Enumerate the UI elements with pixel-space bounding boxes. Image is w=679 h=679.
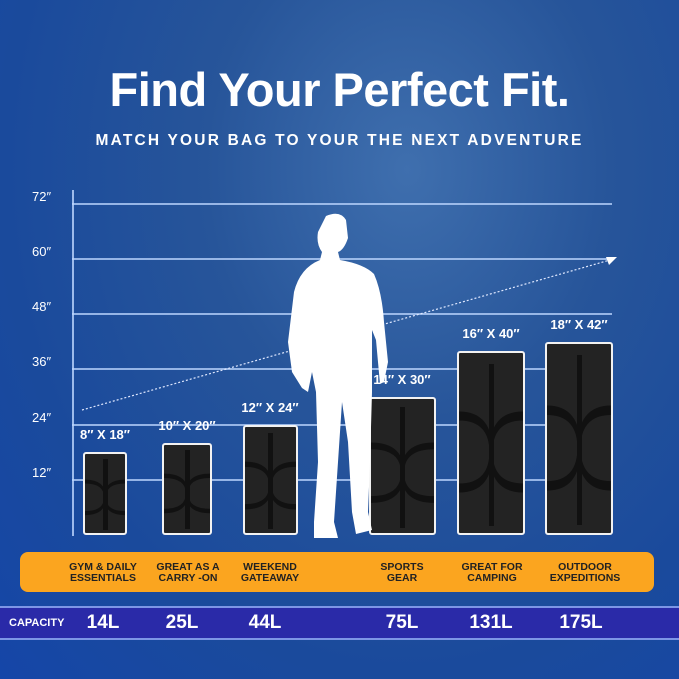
- gridline: [72, 478, 612, 481]
- use-case-band: [20, 552, 654, 592]
- capacity-label: CAPACITY: [9, 617, 65, 629]
- bag-5: [457, 351, 525, 535]
- gridline: [72, 423, 612, 426]
- use-line: SPORTS: [380, 561, 424, 573]
- capacity-value: 175L: [559, 612, 603, 633]
- use-case-label: WEEKEND GATEAWAY: [241, 562, 299, 584]
- bag-1: [83, 452, 127, 535]
- use-line: GEAR: [386, 572, 418, 584]
- bag-size-label: 8″ X 18″: [79, 427, 131, 443]
- bag-2: [162, 443, 212, 535]
- capacity-value: 25L: [165, 612, 199, 633]
- axis-tick-label: 36″: [32, 354, 52, 370]
- title: Find Your Perfect Fit.: [109, 63, 570, 116]
- bag-size-label: 16″ X 40″: [462, 326, 520, 341]
- y-axis: [72, 190, 74, 536]
- use-case-label: OUTDOOR EXPEDITIONS: [550, 562, 621, 584]
- axis-tick-label: 48″: [32, 299, 52, 315]
- use-line: OUTDOOR: [558, 561, 612, 573]
- subtitle: MATCH YOUR BAG TO YOUR THE NEXT ADVENTUR…: [95, 132, 584, 149]
- capacity-value: 44L: [248, 612, 282, 633]
- use-case-label: SPORTS GEAR: [380, 562, 423, 584]
- person-silhouette-icon: [288, 213, 388, 538]
- bag-4: [368, 397, 436, 535]
- axis-tick-label: 12″: [32, 464, 52, 480]
- use-line: GATEAWAY: [240, 572, 300, 584]
- capacity-value: 75L: [385, 612, 419, 633]
- use-line: CAMPING: [467, 572, 517, 584]
- use-line: GYM & DAILY: [69, 561, 137, 573]
- capacity-value: 14L: [86, 612, 120, 633]
- capacity-bar: [0, 606, 679, 640]
- bag-size-label: 10″ X 20″: [158, 418, 216, 433]
- use-case-label: GREAT FOR CAMPING: [461, 562, 522, 584]
- bag-size-label: 18″ X 42″: [550, 316, 608, 332]
- use-line: WEEKEND: [243, 561, 297, 573]
- bag-size-label: 12″ X 24″: [241, 399, 299, 415]
- use-case-label: GYM & DAILY ESSENTIALS: [69, 562, 137, 584]
- axis-tick-label: 24″: [32, 409, 52, 425]
- axis-tick-label: 60″: [32, 244, 52, 259]
- gridline: [72, 202, 612, 205]
- use-case-label: GREAT AS A CARRY -ON: [156, 562, 219, 584]
- use-line: GREAT AS A: [156, 561, 220, 573]
- axis-tick-label: 72″: [32, 188, 52, 204]
- capacity-value: 131L: [469, 612, 513, 633]
- use-line: EXPEDITIONS: [549, 572, 621, 584]
- use-line: ESSENTIALS: [70, 572, 136, 584]
- gridline: [72, 258, 612, 260]
- bag-size-label: 14″ X 30″: [373, 372, 431, 387]
- use-line: GREAT FOR: [461, 561, 523, 573]
- bag-3: [242, 424, 298, 535]
- use-line: CARRY -ON: [158, 572, 218, 584]
- bag-6: [545, 341, 613, 535]
